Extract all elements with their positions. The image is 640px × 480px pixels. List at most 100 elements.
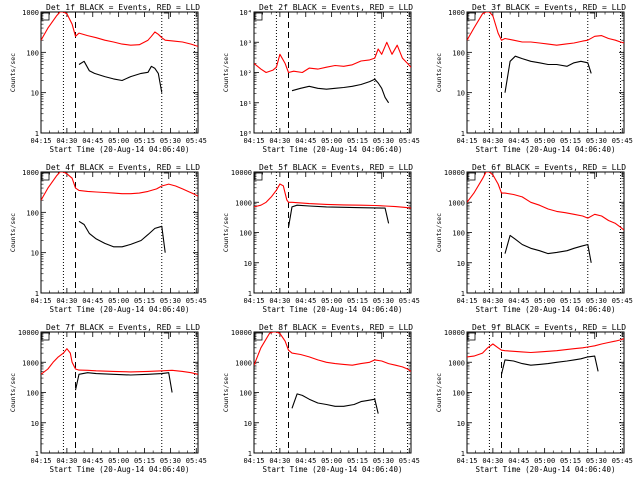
y-tick-label: 10⁰ bbox=[239, 130, 252, 138]
x-tick-label: 04:15 bbox=[456, 137, 477, 145]
y-tick-label: 1 bbox=[461, 130, 465, 138]
y-tick-label: 1 bbox=[248, 450, 252, 458]
panel-title: Det 6f BLACK = Events, RED = LLD bbox=[472, 163, 626, 172]
x-tick-label: 05:30 bbox=[160, 457, 181, 465]
x-tick-label: 05:00 bbox=[321, 457, 342, 465]
corner-start-glyph bbox=[254, 172, 263, 181]
series-lld bbox=[41, 348, 198, 375]
x-tick-label: 04:30 bbox=[269, 137, 290, 145]
y-tick-label: 1 bbox=[248, 290, 252, 298]
corner-start-glyph bbox=[254, 12, 263, 21]
corner-end-glyph bbox=[163, 12, 170, 19]
series-events bbox=[78, 60, 163, 93]
x-tick-label: 05:45 bbox=[186, 137, 207, 145]
x-tick-label: 05:45 bbox=[399, 457, 420, 465]
y-tick-label: 1000 bbox=[448, 9, 465, 17]
y-axis-label: Counts/sec bbox=[222, 53, 230, 92]
y-tick-label: 1 bbox=[461, 450, 465, 458]
x-tick-label: 05:15 bbox=[347, 137, 368, 145]
corner-start-glyph bbox=[467, 172, 476, 181]
x-tick-label: 04:45 bbox=[295, 297, 316, 305]
x-tick-label: 04:30 bbox=[482, 297, 503, 305]
x-tick-label: 05:00 bbox=[534, 137, 555, 145]
x-tick-label: 05:45 bbox=[612, 297, 633, 305]
panel-title: Det 8f BLACK = Events, RED = LLD bbox=[259, 323, 413, 332]
x-tick-label: 05:15 bbox=[560, 297, 581, 305]
x-tick-label: 04:15 bbox=[243, 137, 264, 145]
y-tick-label: 10000 bbox=[18, 329, 39, 337]
corner-start-glyph bbox=[41, 172, 50, 181]
x-tick-label: 05:30 bbox=[160, 297, 181, 305]
x-tick-label: 05:15 bbox=[560, 137, 581, 145]
y-tick-label: 10000 bbox=[231, 169, 252, 177]
plot-frame bbox=[466, 171, 625, 294]
series-events bbox=[287, 204, 390, 228]
corner-start-glyph bbox=[467, 332, 476, 341]
corner-end-glyph bbox=[376, 172, 383, 179]
plot-frame bbox=[253, 331, 412, 454]
x-tick-label: 04:30 bbox=[56, 297, 77, 305]
y-tick-label: 1000 bbox=[235, 199, 252, 207]
panel-title: Det 4f BLACK = Events, RED = LLD bbox=[46, 163, 200, 172]
corner-end-glyph bbox=[163, 332, 170, 339]
x-tick-label: 05:00 bbox=[534, 457, 555, 465]
x-tick-label: 04:30 bbox=[269, 297, 290, 305]
series-events bbox=[74, 372, 173, 393]
corner-start-glyph bbox=[41, 12, 50, 21]
y-tick-label: 10⁴ bbox=[239, 9, 252, 17]
y-tick-label: 1000 bbox=[22, 169, 39, 177]
panel-9: Det 9f BLACK = Events, RED = LLD 1 10 100 10… bbox=[435, 323, 633, 474]
y-tick-label: 10000 bbox=[444, 329, 465, 337]
x-tick-label: 05:45 bbox=[186, 457, 207, 465]
x-axis-label: Start Time (20-Aug-14 04:06:40) bbox=[263, 145, 403, 154]
plot-frame bbox=[253, 11, 412, 134]
y-tick-label: 1 bbox=[461, 290, 465, 298]
x-tick-label: 04:45 bbox=[295, 137, 316, 145]
panel-2: Det 2f BLACK = Events, RED = LLD 10⁰ 10¹ 10… bbox=[222, 3, 420, 154]
panel-7: Det 7f BLACK = Events, RED = LLD 1 10 100 10… bbox=[9, 323, 207, 474]
panel-6: Det 6f BLACK = Events, RED = LLD 1 10 100 10… bbox=[435, 163, 633, 314]
x-tick-label: 04:30 bbox=[56, 457, 77, 465]
x-axis-label: Start Time (20-Aug-14 04:06:40) bbox=[476, 145, 616, 154]
y-tick-label: 10 bbox=[31, 90, 39, 98]
y-tick-label: 10 bbox=[31, 250, 39, 258]
x-tick-label: 05:15 bbox=[347, 297, 368, 305]
x-tick-label: 05:30 bbox=[586, 137, 607, 145]
x-tick-label: 04:15 bbox=[30, 297, 51, 305]
y-tick-label: 10 bbox=[244, 260, 252, 268]
x-tick-label: 05:00 bbox=[321, 297, 342, 305]
y-tick-label: 1000 bbox=[22, 9, 39, 17]
series-events bbox=[500, 355, 599, 375]
x-axis-label: Start Time (20-Aug-14 04:06:40) bbox=[263, 465, 403, 474]
y-tick-label: 100 bbox=[26, 390, 39, 398]
x-axis-label: Start Time (20-Aug-14 04:06:40) bbox=[50, 305, 190, 314]
x-tick-label: 04:15 bbox=[30, 457, 51, 465]
x-tick-label: 05:15 bbox=[134, 297, 155, 305]
series-events bbox=[78, 220, 166, 253]
x-tick-label: 05:45 bbox=[399, 297, 420, 305]
x-tick-label: 04:45 bbox=[508, 137, 529, 145]
series-lld bbox=[467, 338, 624, 358]
y-tick-label: 1000 bbox=[235, 359, 252, 367]
series-events bbox=[504, 234, 592, 263]
y-tick-label: 1 bbox=[35, 130, 39, 138]
plot-frame bbox=[40, 331, 199, 454]
x-tick-label: 04:30 bbox=[482, 137, 503, 145]
panel-3: Det 3f BLACK = Events, RED = LLD 1 10 100 10… bbox=[435, 3, 633, 154]
x-tick-label: 05:45 bbox=[186, 297, 207, 305]
series-events bbox=[291, 78, 390, 104]
x-tick-label: 05:15 bbox=[134, 457, 155, 465]
y-tick-label: 10 bbox=[457, 420, 465, 428]
corner-start-glyph bbox=[41, 332, 50, 341]
y-axis-label: Counts/sec bbox=[9, 53, 17, 92]
y-tick-label: 10000 bbox=[444, 169, 465, 177]
x-axis-label: Start Time (20-Aug-14 04:06:40) bbox=[476, 465, 616, 474]
x-axis-label: Start Time (20-Aug-14 04:06:40) bbox=[476, 305, 616, 314]
x-tick-label: 05:00 bbox=[108, 297, 129, 305]
series-lld bbox=[254, 183, 411, 209]
x-tick-label: 04:15 bbox=[243, 297, 264, 305]
y-tick-label: 100 bbox=[26, 209, 39, 217]
corner-end-glyph bbox=[163, 172, 170, 179]
x-tick-label: 04:30 bbox=[482, 457, 503, 465]
